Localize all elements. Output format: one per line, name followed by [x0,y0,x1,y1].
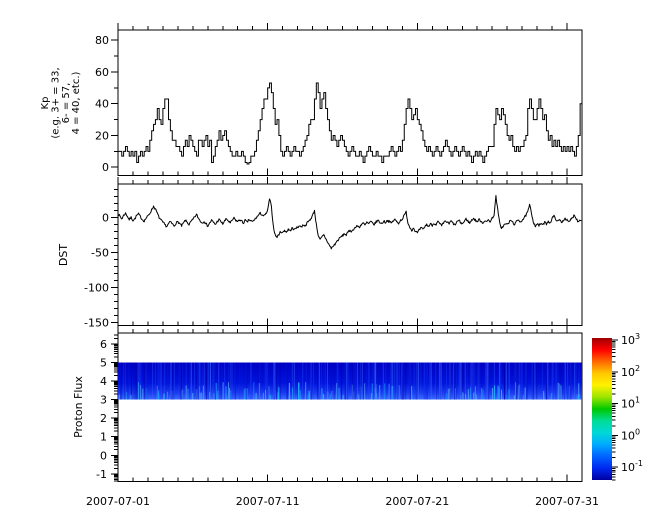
proton-ytick-label: 6 [100,338,107,351]
x-tick-label: 2007-07-01 [86,495,150,508]
kp-ytick-label: 20 [95,129,109,142]
colorbar-tick-label: 101 [621,396,640,411]
colorbar-tick-label: 10-1 [621,459,643,474]
proton-ytick-label: 1 [100,431,107,444]
panel-dst [117,183,583,326]
proton-ylabel: Proton Flux [72,376,85,438]
proton-spectrogram-band [118,362,582,400]
x-tick-label: 2007-07-11 [236,495,300,508]
proton-ytick-label: -1 [96,468,107,481]
colorbar-tick-label: 103 [621,332,640,347]
colorbar-ticks [612,339,618,481]
proton-ytick-label: 3 [100,394,107,407]
x-ticks-kp [117,23,568,176]
panel-pr [117,332,583,482]
proton-ytick-label: 2 [100,412,107,425]
x-tick-label: 2007-07-31 [535,495,599,508]
x-ticks-pr [117,326,568,482]
kp-ytick-label: 40 [95,98,109,111]
proton-y-axis [111,334,118,482]
kp-ylabel-line: Kp [40,97,51,110]
kp-ytick-label: 80 [95,34,109,47]
colorbar: 103 102 101 100 10-1 [592,332,643,481]
kp-ytick-label: 0 [102,161,109,174]
x-tick-label: 2007-07-21 [385,495,449,508]
dst-ytick-label: -100 [84,282,109,295]
colorbar-tick-label: 100 [621,427,640,442]
colorbar-tick-label: 102 [621,364,640,379]
kp-ylabel-line: (e.g. 3+ = 33, [51,67,62,138]
kp-y-axis [111,39,118,168]
dst-ylabel: DST [57,244,70,266]
proton-ytick-label: 4 [100,375,107,388]
x-ticks-dst [117,177,568,326]
panel-kp [117,29,583,176]
proton-ytick-label: 5 [100,357,107,370]
axes [111,23,583,482]
kp-ylabel-line: 4 = 40, etc.) [71,71,82,134]
dst-ytick-label: 0 [102,212,109,225]
proton-ytick-label: 0 [100,449,107,462]
colorbar-gradient [592,338,612,480]
kp-ylabel-line: 6- = 57, [61,83,72,124]
dst-y-axis [111,189,118,323]
dst-series-line [117,195,582,250]
kp-ytick-label: 60 [95,66,109,79]
dst-ytick-label: -150 [84,317,109,330]
axis-labels: 0 20 40 60 80 0 -50 -100 -150 -1 0 1 2 3 4 5 6 2007-07-01… [40,34,599,508]
kp-series-line [118,82,582,165]
dst-ytick-label: -50 [91,247,109,260]
